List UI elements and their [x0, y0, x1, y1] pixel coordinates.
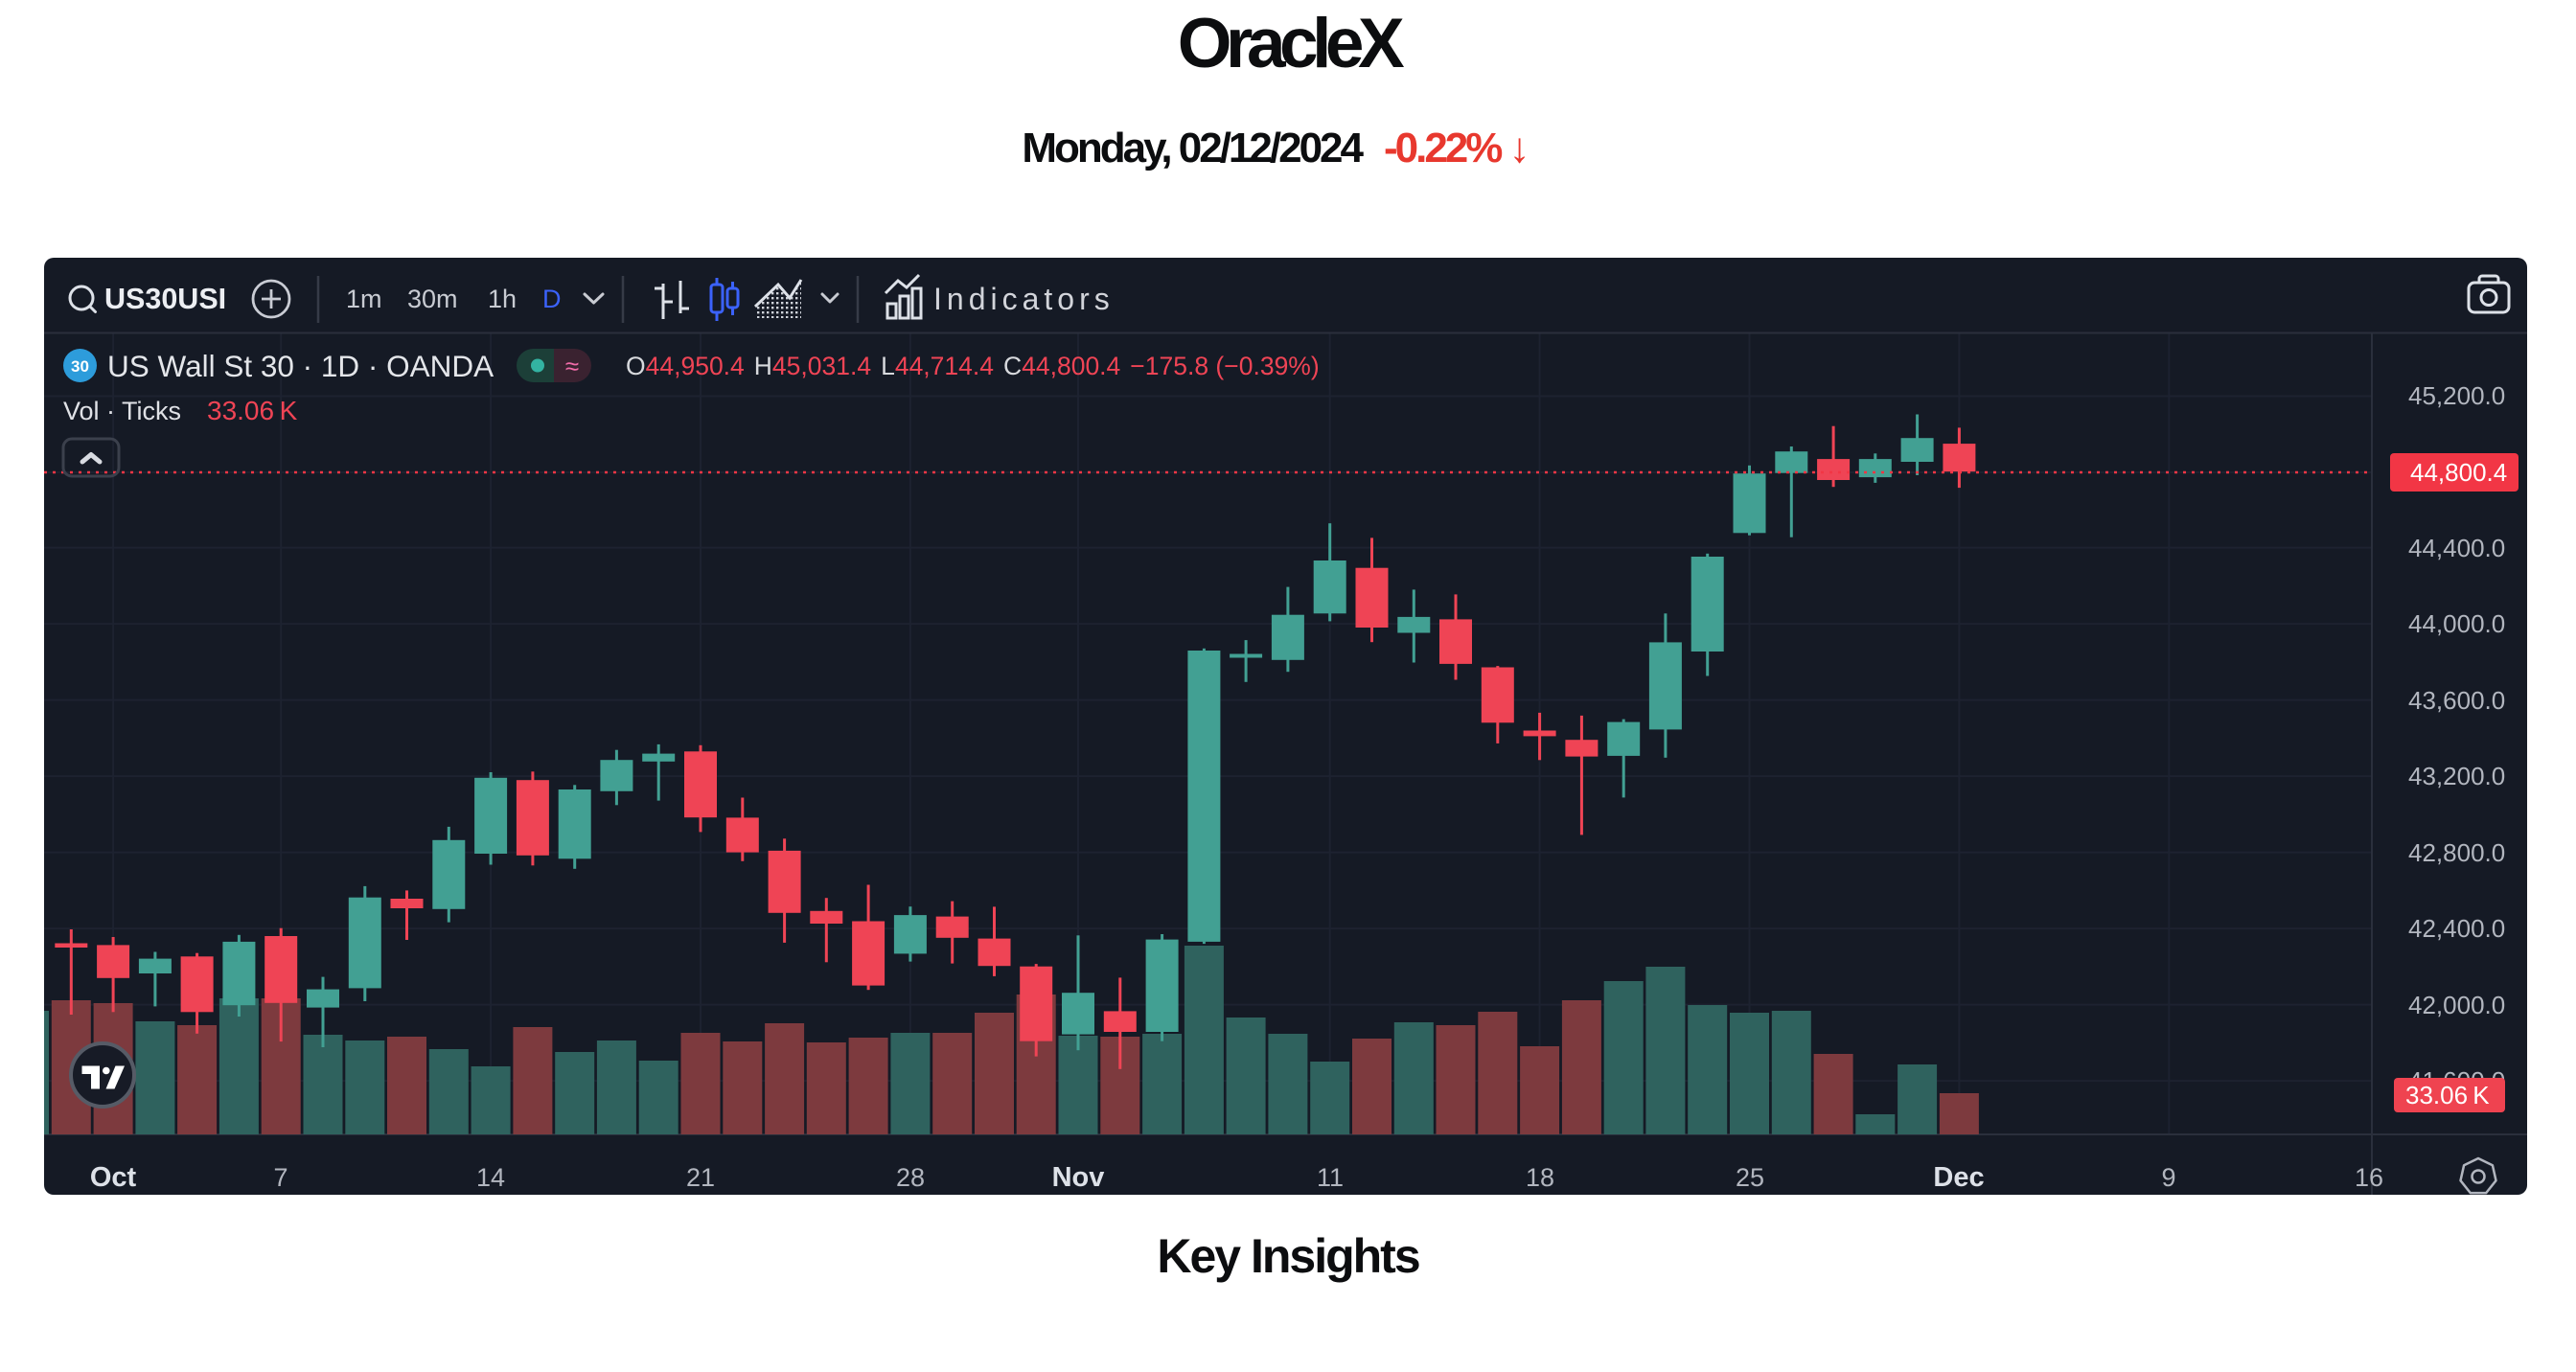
svg-text:14: 14 [476, 1163, 505, 1192]
svg-text:11: 11 [1317, 1163, 1344, 1192]
svg-text:9: 9 [2161, 1163, 2175, 1192]
svg-text:28: 28 [896, 1163, 925, 1192]
svg-text:D: D [542, 285, 562, 313]
svg-text:Dec: Dec [1933, 1162, 1984, 1193]
svg-text:Oct: Oct [90, 1162, 137, 1193]
svg-text:Nov: Nov [1052, 1162, 1105, 1193]
svg-text:42,000.0: 42,000.0 [2408, 991, 2505, 1019]
svg-text:33.06 K: 33.06 K [207, 396, 298, 425]
svg-text:30: 30 [71, 357, 89, 376]
svg-text:US Wall St 30 · 1D · OANDA: US Wall St 30 · 1D · OANDA [107, 349, 494, 383]
svg-text:1h: 1h [488, 285, 517, 313]
svg-text:≈: ≈ [565, 352, 579, 380]
svg-text:7: 7 [273, 1163, 288, 1192]
svg-text:Indicators: Indicators [933, 282, 1115, 316]
svg-text:33.06 K: 33.06 K [2405, 1081, 2490, 1109]
svg-text:US30USI: US30USI [104, 283, 226, 315]
svg-text:44,800.4: 44,800.4 [2410, 458, 2507, 487]
svg-text:45,200.0: 45,200.0 [2408, 381, 2505, 410]
svg-text:16: 16 [2355, 1163, 2383, 1192]
svg-text:44,000.0: 44,000.0 [2408, 609, 2505, 638]
svg-text:30m: 30m [407, 285, 458, 313]
svg-text:44,400.0: 44,400.0 [2408, 534, 2505, 562]
svg-text:1m: 1m [346, 285, 382, 313]
svg-text:25: 25 [1736, 1163, 1764, 1192]
svg-text:43,600.0: 43,600.0 [2408, 686, 2505, 715]
svg-text:42,400.0: 42,400.0 [2408, 914, 2505, 943]
svg-text:21: 21 [686, 1163, 715, 1192]
svg-text:42,800.0: 42,800.0 [2408, 838, 2505, 867]
svg-text:18: 18 [1526, 1163, 1554, 1192]
svg-text:Vol · Ticks: Vol · Ticks [63, 397, 181, 425]
svg-text:43,200.0: 43,200.0 [2408, 762, 2505, 790]
